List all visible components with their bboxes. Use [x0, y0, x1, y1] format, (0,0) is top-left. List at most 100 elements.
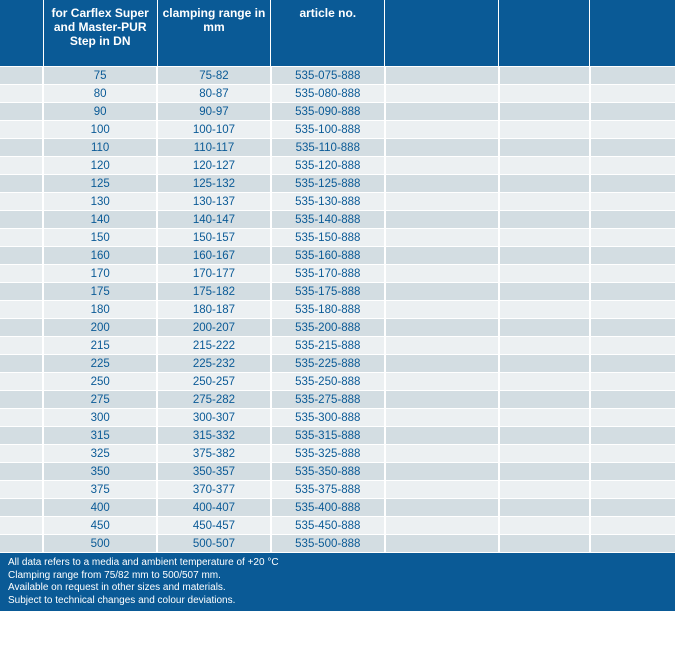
table-row: 200200-207535-200-888	[0, 319, 675, 337]
table-cell: 535-375-888	[271, 481, 385, 499]
table-cell: 535-160-888	[271, 247, 385, 265]
table-row: 500500-507535-500-888	[0, 535, 675, 553]
table-cell	[590, 391, 675, 409]
table-cell	[385, 121, 499, 139]
table-cell	[499, 445, 590, 463]
table-cell	[0, 247, 43, 265]
table-row: 300300-307535-300-888	[0, 409, 675, 427]
table-cell	[0, 139, 43, 157]
table-cell: 120	[43, 157, 157, 175]
table-cell: 250-257	[157, 373, 271, 391]
table-cell	[499, 463, 590, 481]
table-cell	[385, 337, 499, 355]
table-cell	[0, 175, 43, 193]
table-cell: 170-177	[157, 265, 271, 283]
table-cell	[499, 175, 590, 193]
table-cell	[590, 337, 675, 355]
table-cell: 225-232	[157, 355, 271, 373]
table-cell: 535-170-888	[271, 265, 385, 283]
table-cell: 120-127	[157, 157, 271, 175]
table-cell	[385, 283, 499, 301]
table-cell	[499, 85, 590, 103]
table-cell	[499, 265, 590, 283]
table-cell	[499, 319, 590, 337]
table-cell	[590, 175, 675, 193]
table-cell	[385, 535, 499, 553]
table-cell: 300-307	[157, 409, 271, 427]
table-cell	[499, 427, 590, 445]
col-header-blank-6	[590, 0, 675, 67]
table-cell: 535-100-888	[271, 121, 385, 139]
table-cell: 200	[43, 319, 157, 337]
table-cell: 150	[43, 229, 157, 247]
table-cell: 250	[43, 373, 157, 391]
table-cell: 535-200-888	[271, 319, 385, 337]
table-row: 110110-117535-110-888	[0, 139, 675, 157]
table-cell: 125-132	[157, 175, 271, 193]
table-cell: 535-300-888	[271, 409, 385, 427]
table-row: 325375-382535-325-888	[0, 445, 675, 463]
spec-table: for Carflex Super and Master-PUR Step in…	[0, 0, 675, 553]
table-cell: 535-110-888	[271, 139, 385, 157]
table-cell: 160	[43, 247, 157, 265]
table-cell: 80-87	[157, 85, 271, 103]
table-cell: 110-117	[157, 139, 271, 157]
footer-line: Clamping range from 75/82 mm to 500/507 …	[8, 570, 667, 583]
table-cell: 225	[43, 355, 157, 373]
table-cell: 130-137	[157, 193, 271, 211]
footer-line: All data refers to a media and ambient t…	[8, 557, 667, 570]
table-cell	[0, 121, 43, 139]
table-cell	[385, 391, 499, 409]
table-cell	[385, 265, 499, 283]
table-cell	[590, 139, 675, 157]
table-cell	[590, 445, 675, 463]
col-header-blank-4	[385, 0, 499, 67]
table-cell	[385, 193, 499, 211]
table-row: 130130-137535-130-888	[0, 193, 675, 211]
table-cell	[590, 409, 675, 427]
table-cell	[499, 391, 590, 409]
table-cell	[0, 319, 43, 337]
col-header-range: clamping range in mm	[157, 0, 271, 67]
table-cell	[499, 247, 590, 265]
table-row: 225225-232535-225-888	[0, 355, 675, 373]
table-cell	[499, 103, 590, 121]
table-cell	[385, 355, 499, 373]
table-cell: 130	[43, 193, 157, 211]
table-cell: 200-207	[157, 319, 271, 337]
table-cell: 350-357	[157, 463, 271, 481]
table-cell	[0, 301, 43, 319]
table-cell	[499, 517, 590, 535]
table-cell: 535-075-888	[271, 67, 385, 85]
table-header: for Carflex Super and Master-PUR Step in…	[0, 0, 675, 67]
table-cell: 535-120-888	[271, 157, 385, 175]
table-cell	[385, 445, 499, 463]
table-cell: 535-315-888	[271, 427, 385, 445]
table-cell	[499, 67, 590, 85]
table-cell: 175-182	[157, 283, 271, 301]
table-row: 375370-377535-375-888	[0, 481, 675, 499]
table-cell: 90	[43, 103, 157, 121]
table-cell	[590, 211, 675, 229]
table-cell: 535-400-888	[271, 499, 385, 517]
table-cell: 90-97	[157, 103, 271, 121]
table-cell: 75-82	[157, 67, 271, 85]
table-row: 7575-82535-075-888	[0, 67, 675, 85]
table-cell: 150-157	[157, 229, 271, 247]
table-cell: 140	[43, 211, 157, 229]
table-cell: 180	[43, 301, 157, 319]
table-cell	[499, 535, 590, 553]
table-cell: 215-222	[157, 337, 271, 355]
table-cell	[590, 67, 675, 85]
table-cell: 175	[43, 283, 157, 301]
table-cell	[385, 409, 499, 427]
table-cell	[590, 463, 675, 481]
table-cell: 325	[43, 445, 157, 463]
table-cell	[590, 499, 675, 517]
table-cell	[385, 139, 499, 157]
table-cell: 500	[43, 535, 157, 553]
table-cell: 170	[43, 265, 157, 283]
table-cell: 400	[43, 499, 157, 517]
table-cell	[0, 283, 43, 301]
table-row: 315315-332535-315-888	[0, 427, 675, 445]
